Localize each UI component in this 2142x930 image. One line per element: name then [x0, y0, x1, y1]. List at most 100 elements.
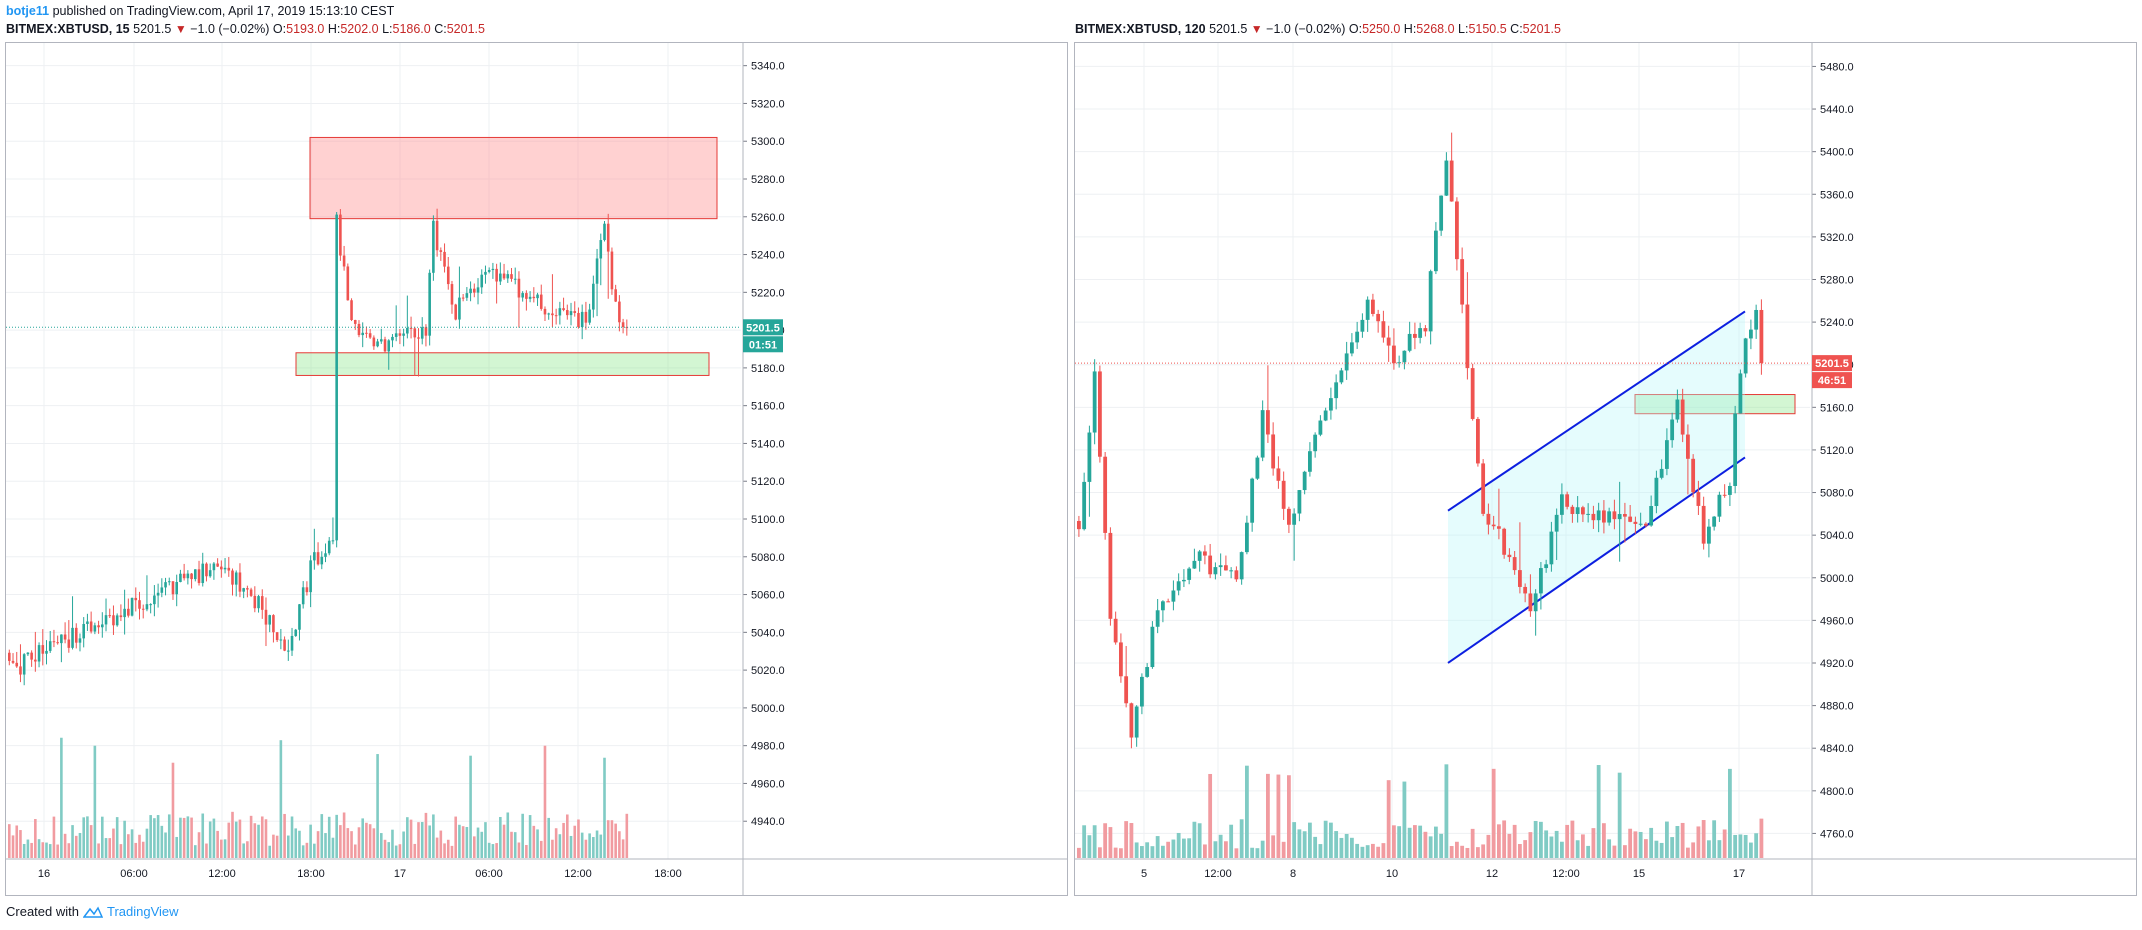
candle-body	[1203, 551, 1207, 556]
candle-body	[402, 333, 405, 336]
candle-body	[97, 625, 100, 628]
volume-bar	[614, 823, 617, 858]
volume-bar	[383, 839, 387, 858]
y-tick-label: 4880.0	[1820, 701, 1854, 713]
candle-body	[1255, 457, 1260, 479]
candle-body	[480, 274, 484, 288]
volume-bar	[342, 812, 346, 858]
y-tick-label: 5080.0	[751, 552, 785, 564]
volume-bar	[1392, 825, 1396, 858]
candle-body	[1260, 410, 1265, 458]
candle-body	[290, 635, 294, 651]
candle-body	[182, 573, 186, 579]
volume-bar	[1224, 841, 1228, 858]
volume-bar	[15, 825, 19, 858]
volume-bar	[394, 845, 398, 858]
candle-body	[134, 597, 138, 601]
volume-bar	[1754, 833, 1759, 858]
volume-bar	[1344, 833, 1349, 858]
candle-body	[156, 592, 160, 596]
volume-bar	[231, 811, 234, 858]
x-tick-label: 16	[38, 868, 50, 880]
candle-body	[588, 309, 591, 323]
candle-body	[1565, 494, 1570, 507]
candle-body	[1570, 506, 1575, 514]
close-value: 5201.5	[1522, 22, 1561, 36]
candle-body	[469, 288, 472, 294]
candle-body	[413, 328, 417, 338]
candle-body	[52, 641, 56, 643]
candle-body	[1491, 524, 1496, 527]
candle-body	[212, 563, 216, 571]
symbol-title: BITMEX:XBTUSD, 15	[6, 22, 130, 36]
volume-bar	[1192, 821, 1197, 858]
volume-bar	[190, 817, 193, 858]
candle-body	[313, 552, 316, 561]
volume-bar	[513, 832, 517, 858]
candle-body	[119, 615, 123, 618]
volume-bar	[1659, 842, 1664, 858]
volume-bar	[1638, 831, 1643, 858]
candle-body	[614, 289, 617, 302]
volume-bar	[528, 815, 532, 858]
candle-body	[1192, 560, 1197, 569]
author-link[interactable]: botje11	[6, 4, 50, 18]
volume-bar	[1707, 840, 1711, 858]
volume-bar	[1334, 831, 1339, 858]
volume-bar	[86, 816, 89, 858]
candle-body	[532, 296, 536, 299]
volume-bar	[1098, 847, 1102, 858]
y-tick-label: 5240.0	[751, 250, 785, 262]
volume-bar	[1171, 839, 1176, 858]
open-label: O:	[272, 22, 287, 36]
volume-bar	[339, 825, 342, 858]
channel-fill	[1448, 311, 1745, 663]
volume-bar	[1113, 847, 1118, 858]
volume-bar	[1350, 837, 1354, 858]
candle-body	[112, 615, 115, 626]
candle-body	[1434, 230, 1438, 272]
volume-bar	[1145, 842, 1150, 858]
chart-panel-15m[interactable]: 5340.0 5320.0 5300.0 5280.0 5260.0 5240.0 5220…	[5, 42, 1068, 896]
candle-body	[264, 609, 268, 625]
volume-bar	[409, 819, 413, 858]
volume-bar	[1176, 832, 1181, 858]
candle-body	[398, 333, 402, 336]
y-tick-label: 5340.0	[751, 61, 785, 73]
volume-bar	[1155, 836, 1160, 858]
volume-bar	[26, 839, 30, 858]
candle-body	[450, 284, 454, 305]
close-value: 5201.5	[446, 22, 485, 36]
chart-panel-120m[interactable]: 5480.0 5440.0 5400.0 5360.0 5320.0 5280.0 5240…	[1074, 42, 2137, 896]
candlestick-chart-15m[interactable]: 5340.0 5320.0 5300.0 5280.0 5260.0 5240.0 5220…	[6, 43, 1067, 895]
candle-body	[34, 659, 37, 662]
candle-body	[205, 563, 208, 577]
candle-body	[175, 582, 178, 595]
volume-bar	[1297, 829, 1302, 858]
volume-bar	[391, 829, 394, 858]
last-price: 5201.5	[133, 22, 172, 36]
candle-body	[1276, 468, 1281, 481]
candle-body	[1161, 601, 1165, 611]
volume-bar	[93, 745, 97, 858]
volume-bar	[584, 839, 588, 858]
volume-bar	[160, 825, 164, 858]
candle-body	[1444, 160, 1449, 196]
candle-body	[1554, 514, 1559, 532]
candlestick-chart-120m[interactable]: 5480.0 5440.0 5400.0 5360.0 5320.0 5280.0 5240…	[1075, 43, 2136, 895]
candle-body	[1113, 618, 1118, 643]
tradingview-link[interactable]: TradingView	[106, 904, 179, 919]
x-tick-label: 06:00	[475, 868, 503, 880]
y-tick-label: 5180.0	[751, 363, 785, 375]
high-value: 5202.0	[340, 22, 379, 36]
candle-body	[279, 639, 283, 641]
y-tick-label: 5040.0	[751, 627, 785, 639]
candle-body	[353, 319, 357, 324]
volume-bar	[1318, 844, 1323, 858]
channel-lower-line	[1447, 456, 1746, 664]
volume-bar	[123, 820, 126, 858]
volume-bar	[1418, 825, 1423, 858]
y-tick-label: 5100.0	[751, 514, 785, 526]
candle-body	[484, 271, 487, 275]
candle-body	[190, 573, 193, 580]
